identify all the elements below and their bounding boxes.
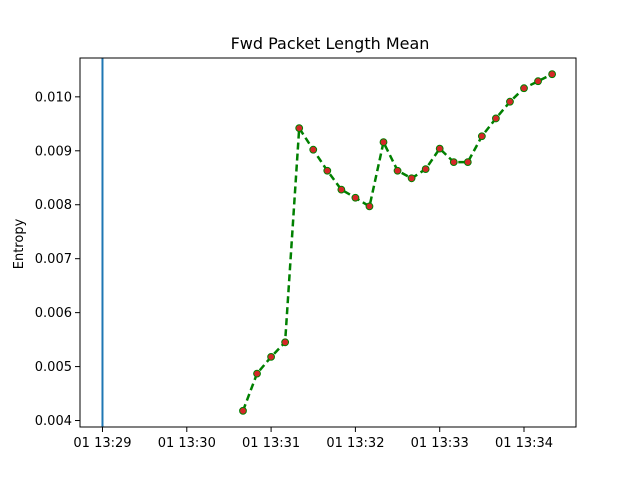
axes-frame — [79, 57, 577, 428]
data-point — [379, 138, 388, 147]
data-point — [295, 124, 304, 133]
y-axis-label: Entropy — [12, 218, 27, 269]
y-tick-label: 0.010 — [35, 90, 72, 105]
x-tick-label: 01 13:30 — [158, 436, 216, 451]
x-tick-label: 01 13:32 — [326, 436, 384, 451]
y-tick-label: 0.005 — [35, 360, 72, 375]
data-point — [506, 97, 514, 106]
data-point — [253, 369, 261, 378]
data-point — [337, 185, 346, 194]
data-point — [239, 406, 247, 415]
data-point — [534, 77, 542, 86]
x-tick-label: 01 13:31 — [242, 436, 300, 451]
data-point — [393, 166, 402, 175]
data-point — [520, 84, 528, 93]
plot-area: 01 13:29 01 13:30 01 13:31 01 13:32 01 13:33… — [35, 57, 577, 451]
data-point — [421, 165, 430, 174]
data-point — [463, 158, 472, 167]
x-tick-label: 01 13:29 — [73, 436, 131, 451]
data-point — [407, 174, 416, 183]
data-point — [365, 202, 374, 211]
y-tick-label: 0.004 — [35, 414, 72, 429]
data-point — [435, 144, 444, 153]
data-point — [309, 145, 318, 154]
data-point — [323, 166, 332, 175]
data-point — [351, 193, 360, 202]
data-point — [281, 338, 290, 347]
y-tick-label: 0.006 — [35, 306, 72, 321]
x-tick-label: 01 13:33 — [411, 436, 469, 451]
data-point — [548, 70, 557, 79]
chart-title: Fwd Packet Length Mean — [231, 34, 430, 53]
data-point — [267, 352, 275, 361]
data-point — [492, 114, 500, 123]
data-point — [477, 132, 486, 141]
y-tick-label: 0.008 — [35, 198, 72, 213]
x-tick-label: 01 13:34 — [495, 436, 553, 451]
y-tick-label: 0.007 — [35, 252, 72, 267]
data-point — [449, 158, 458, 167]
y-tick-label: 0.009 — [35, 144, 72, 159]
